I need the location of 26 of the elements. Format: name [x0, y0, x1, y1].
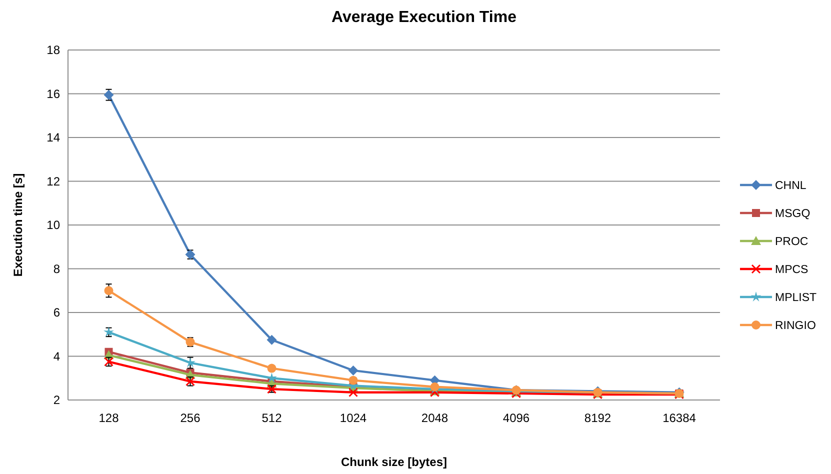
y-tick-label: 2: [53, 393, 60, 407]
y-axis-title: Execution time [s]: [11, 173, 25, 277]
x-tick-label: 256: [180, 411, 201, 425]
y-tick-label: 4: [53, 349, 60, 364]
y-tick-label: 14: [46, 130, 60, 144]
y-tick-label: 12: [46, 174, 60, 188]
legend-label: MPCS: [775, 264, 809, 276]
y-tick-label: 18: [46, 43, 60, 57]
legend-label: MSGQ: [775, 208, 810, 220]
x-tick-label: 8192: [584, 411, 612, 425]
y-tick-label: 6: [53, 306, 60, 320]
chart-title: Average Execution Time: [332, 9, 517, 26]
x-axis-title: Chunk size [bytes]: [340, 455, 448, 469]
y-tick-label: 10: [46, 218, 60, 232]
legend-label: RINGIO: [775, 320, 816, 332]
x-tick-label: 2048: [421, 411, 448, 425]
legend-label: CHNL: [775, 180, 807, 192]
x-tick-label: 512: [262, 411, 282, 425]
x-tick-label: 16384: [662, 411, 696, 425]
x-tick-label: 1024: [340, 411, 367, 425]
legend-label: PROC: [775, 236, 808, 248]
legend-label: MPLIST: [775, 292, 817, 304]
y-tick-label: 16: [46, 86, 60, 101]
x-tick-label: 4096: [502, 411, 530, 425]
x-tick-label: 128: [98, 411, 120, 425]
y-tick-label: 8: [53, 262, 60, 276]
